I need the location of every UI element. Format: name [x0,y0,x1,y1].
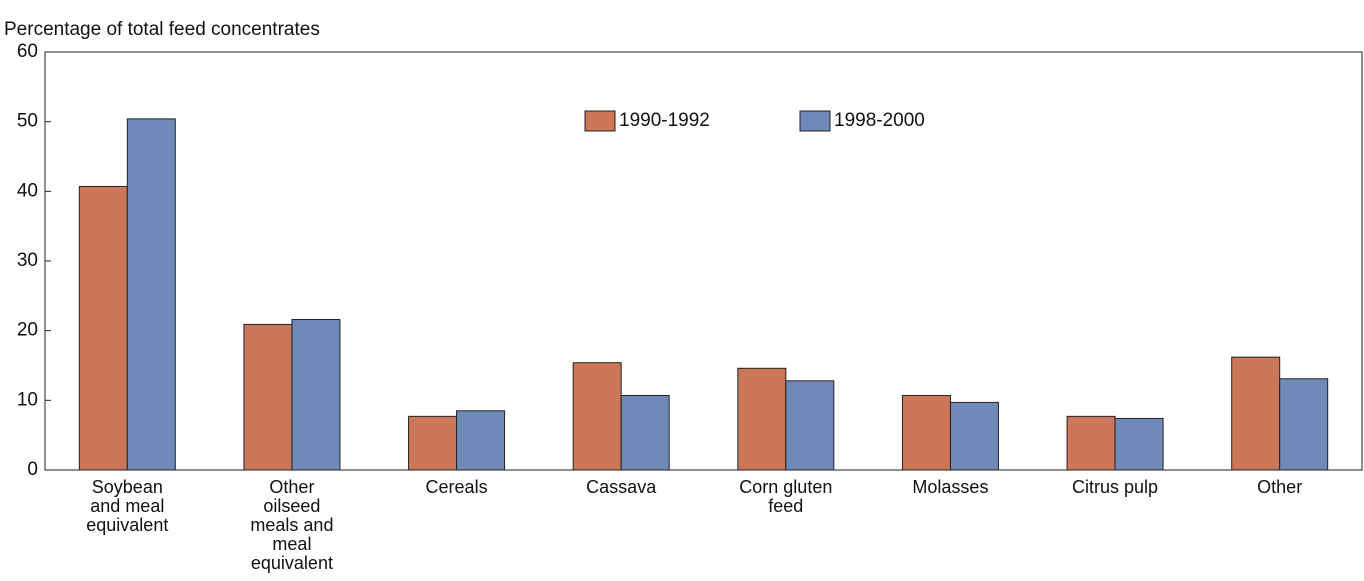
bar [291,319,341,471]
bar [456,410,506,471]
y-tick-label: 50 [17,111,38,132]
legend-label: 1990-1992 [619,110,710,131]
legend-swatch [584,110,616,132]
y-tick-label: 0 [27,459,38,480]
bar [126,118,176,471]
y-tick-label: 30 [17,250,38,271]
y-tick-label: 60 [17,41,38,62]
bar [572,362,622,471]
y-tick-label: 10 [17,389,38,410]
x-tick-label: Other [1257,477,1303,497]
x-tick-label: Molasses [912,477,989,497]
x-tick-label: Soybean and meal equivalent [86,477,169,535]
bar [408,415,458,471]
x-tick-label: Citrus pulp [1072,477,1159,497]
bar [243,323,293,471]
x-tick-label: Cassava [586,477,657,497]
legend-label: 1998-2000 [834,110,925,131]
x-tick-label: Cereals [425,477,488,497]
x-tick-label: Corn gluten feed [739,477,833,516]
y-tick-label: 20 [17,320,38,341]
bar [1279,378,1329,471]
bar [1066,415,1116,471]
bar [620,394,670,471]
legend-swatch [799,110,831,132]
bar [737,367,787,471]
y-axis-label: Percentage of total feed concentrates [4,19,320,40]
bar [1231,356,1281,471]
x-tick-label: Other oilseed meals and meal equivalent [250,477,334,573]
y-tick-label: 40 [17,180,38,201]
bar [1114,417,1164,471]
bar [949,401,999,471]
bar [78,185,128,471]
bar [901,394,951,471]
bar [785,380,835,471]
